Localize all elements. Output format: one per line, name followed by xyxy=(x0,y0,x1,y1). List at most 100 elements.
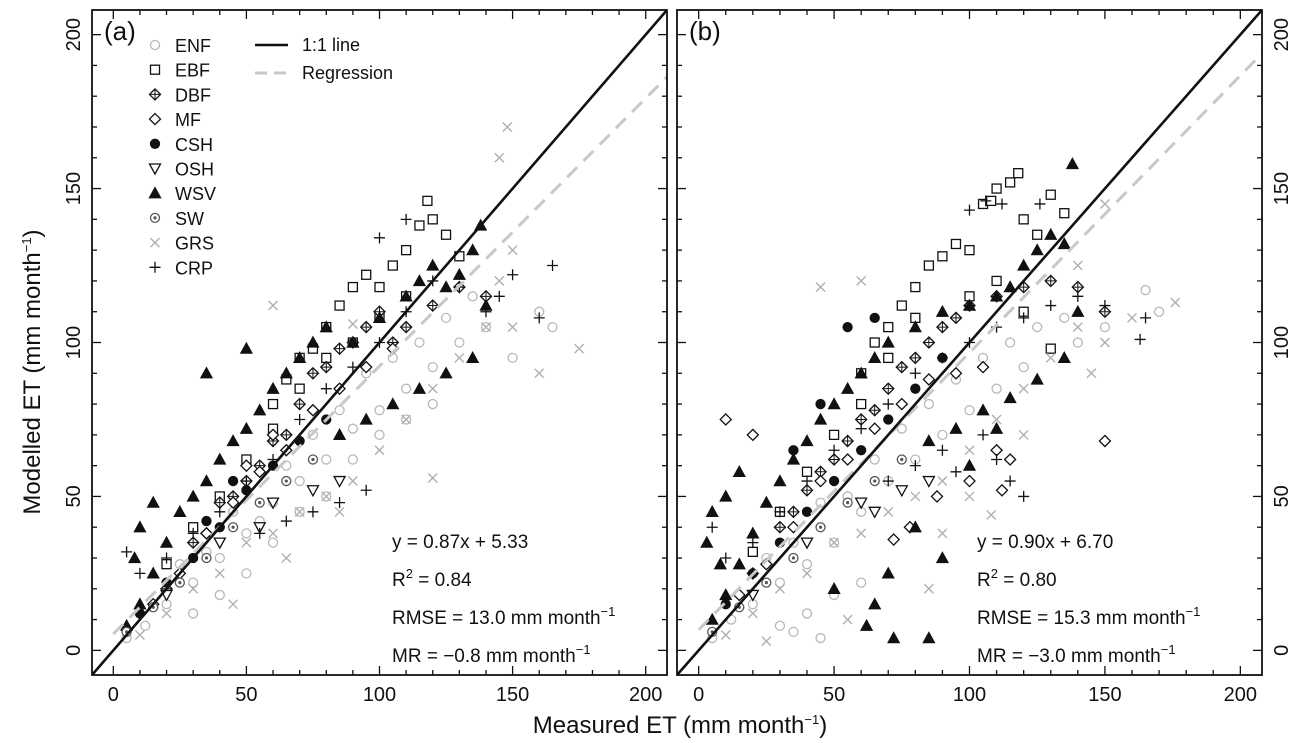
point-crp xyxy=(187,527,199,539)
point-enf xyxy=(774,620,786,631)
point-crp xyxy=(747,537,759,549)
point-wsv xyxy=(186,489,200,502)
point-wsv xyxy=(700,535,714,548)
point-enf xyxy=(347,423,359,434)
series-osh xyxy=(746,475,936,602)
legend-label-sw: SW xyxy=(175,209,204,229)
legend-marker-mf xyxy=(148,112,162,126)
point-crp xyxy=(977,429,989,441)
point-ebf xyxy=(991,183,1002,194)
point-dbf xyxy=(868,403,882,417)
legend-label-csh: CSH xyxy=(175,135,213,155)
point-csh xyxy=(910,383,921,394)
point-sw xyxy=(254,497,265,508)
point-ebf xyxy=(910,281,921,293)
point-grs xyxy=(334,506,345,517)
legend-marker-osh xyxy=(148,163,162,176)
point-wsv xyxy=(466,351,480,364)
point-mf xyxy=(359,360,373,374)
point-grs xyxy=(1018,429,1029,440)
point-wsv xyxy=(962,458,977,471)
point-ebf xyxy=(1045,343,1056,354)
point-mf xyxy=(976,360,990,374)
point-enf xyxy=(188,577,199,588)
y-tick-label: 200 xyxy=(63,18,85,51)
point-crp xyxy=(774,506,786,518)
mr-value: MR = −3.0 mm month−1 xyxy=(977,642,1176,667)
point-crp xyxy=(882,475,894,487)
point-crp xyxy=(720,552,732,564)
plot-area xyxy=(92,10,667,675)
point-dbf xyxy=(787,505,800,519)
point-wsv xyxy=(908,320,922,333)
point-dbf xyxy=(186,536,200,550)
point-wsv xyxy=(854,366,868,379)
point-wsv xyxy=(1030,243,1044,256)
point-grs xyxy=(747,608,758,619)
point-grs xyxy=(964,445,975,456)
point-ebf xyxy=(374,281,385,293)
point-osh xyxy=(253,522,267,535)
point-sw xyxy=(174,577,185,588)
point-enf xyxy=(400,414,412,425)
point-enf xyxy=(937,429,948,441)
y-tick-label: 100 xyxy=(63,326,85,359)
point-dbf xyxy=(359,320,373,334)
point-wsv xyxy=(226,434,240,447)
point-mf xyxy=(887,533,901,546)
point-grs xyxy=(374,445,385,456)
point-enf xyxy=(896,423,907,434)
point-sw xyxy=(869,475,880,487)
legend-marker-csh xyxy=(149,138,161,149)
point-grs xyxy=(842,614,853,625)
y-tick-label-right: 100 xyxy=(1271,326,1293,359)
point-dbf xyxy=(426,299,440,312)
point-ebf xyxy=(1013,168,1024,179)
legend-marker-crp xyxy=(149,261,161,273)
point-wsv xyxy=(881,566,895,579)
point-wsv xyxy=(1003,280,1017,293)
x-tick-label: 50 xyxy=(823,684,845,706)
point-crp xyxy=(1034,198,1046,210)
point-grs xyxy=(1127,312,1137,323)
point-wsv xyxy=(452,267,466,280)
regression-equation: y = 0.87x + 5.33 xyxy=(392,532,528,553)
r-squared: R2 = 0.84 xyxy=(392,566,472,591)
point-wsv xyxy=(922,434,936,447)
point-wsv xyxy=(868,597,882,610)
point-crp xyxy=(1045,300,1057,312)
point-enf xyxy=(321,454,332,465)
point-dbf xyxy=(333,342,346,356)
point-grs xyxy=(1086,368,1097,379)
point-crp xyxy=(1140,312,1152,324)
point-wsv xyxy=(935,304,950,317)
point-crp xyxy=(214,506,226,518)
point-enf xyxy=(414,337,425,348)
legend-marker-enf xyxy=(149,39,161,51)
point-enf xyxy=(923,398,935,410)
point-grs xyxy=(883,506,894,517)
point-wsv xyxy=(266,381,280,394)
point-crp xyxy=(493,290,505,302)
legend-label-1-1-line: 1:1 line xyxy=(302,35,360,55)
y-tick-label: 50 xyxy=(63,485,85,507)
point-crp xyxy=(334,497,346,509)
point-enf xyxy=(801,608,813,619)
legend-label-ebf: EBF xyxy=(175,61,210,81)
point-crp xyxy=(480,306,492,318)
x-tick-label: 100 xyxy=(953,684,986,706)
point-dbf xyxy=(1098,305,1112,319)
point-crp xyxy=(294,413,306,425)
point-ebf xyxy=(440,229,452,240)
point-dbf xyxy=(814,465,827,479)
legend-label-dbf: DBF xyxy=(175,85,211,105)
point-grs xyxy=(856,275,867,286)
point-crp xyxy=(1004,475,1016,487)
point-crp xyxy=(360,484,372,496)
point-wsv xyxy=(759,495,773,508)
point-mf xyxy=(895,397,909,411)
point-dbf xyxy=(1044,274,1058,288)
point-enf xyxy=(856,577,867,588)
point-crp xyxy=(134,567,146,579)
legend-label-enf: ENF xyxy=(175,36,211,56)
